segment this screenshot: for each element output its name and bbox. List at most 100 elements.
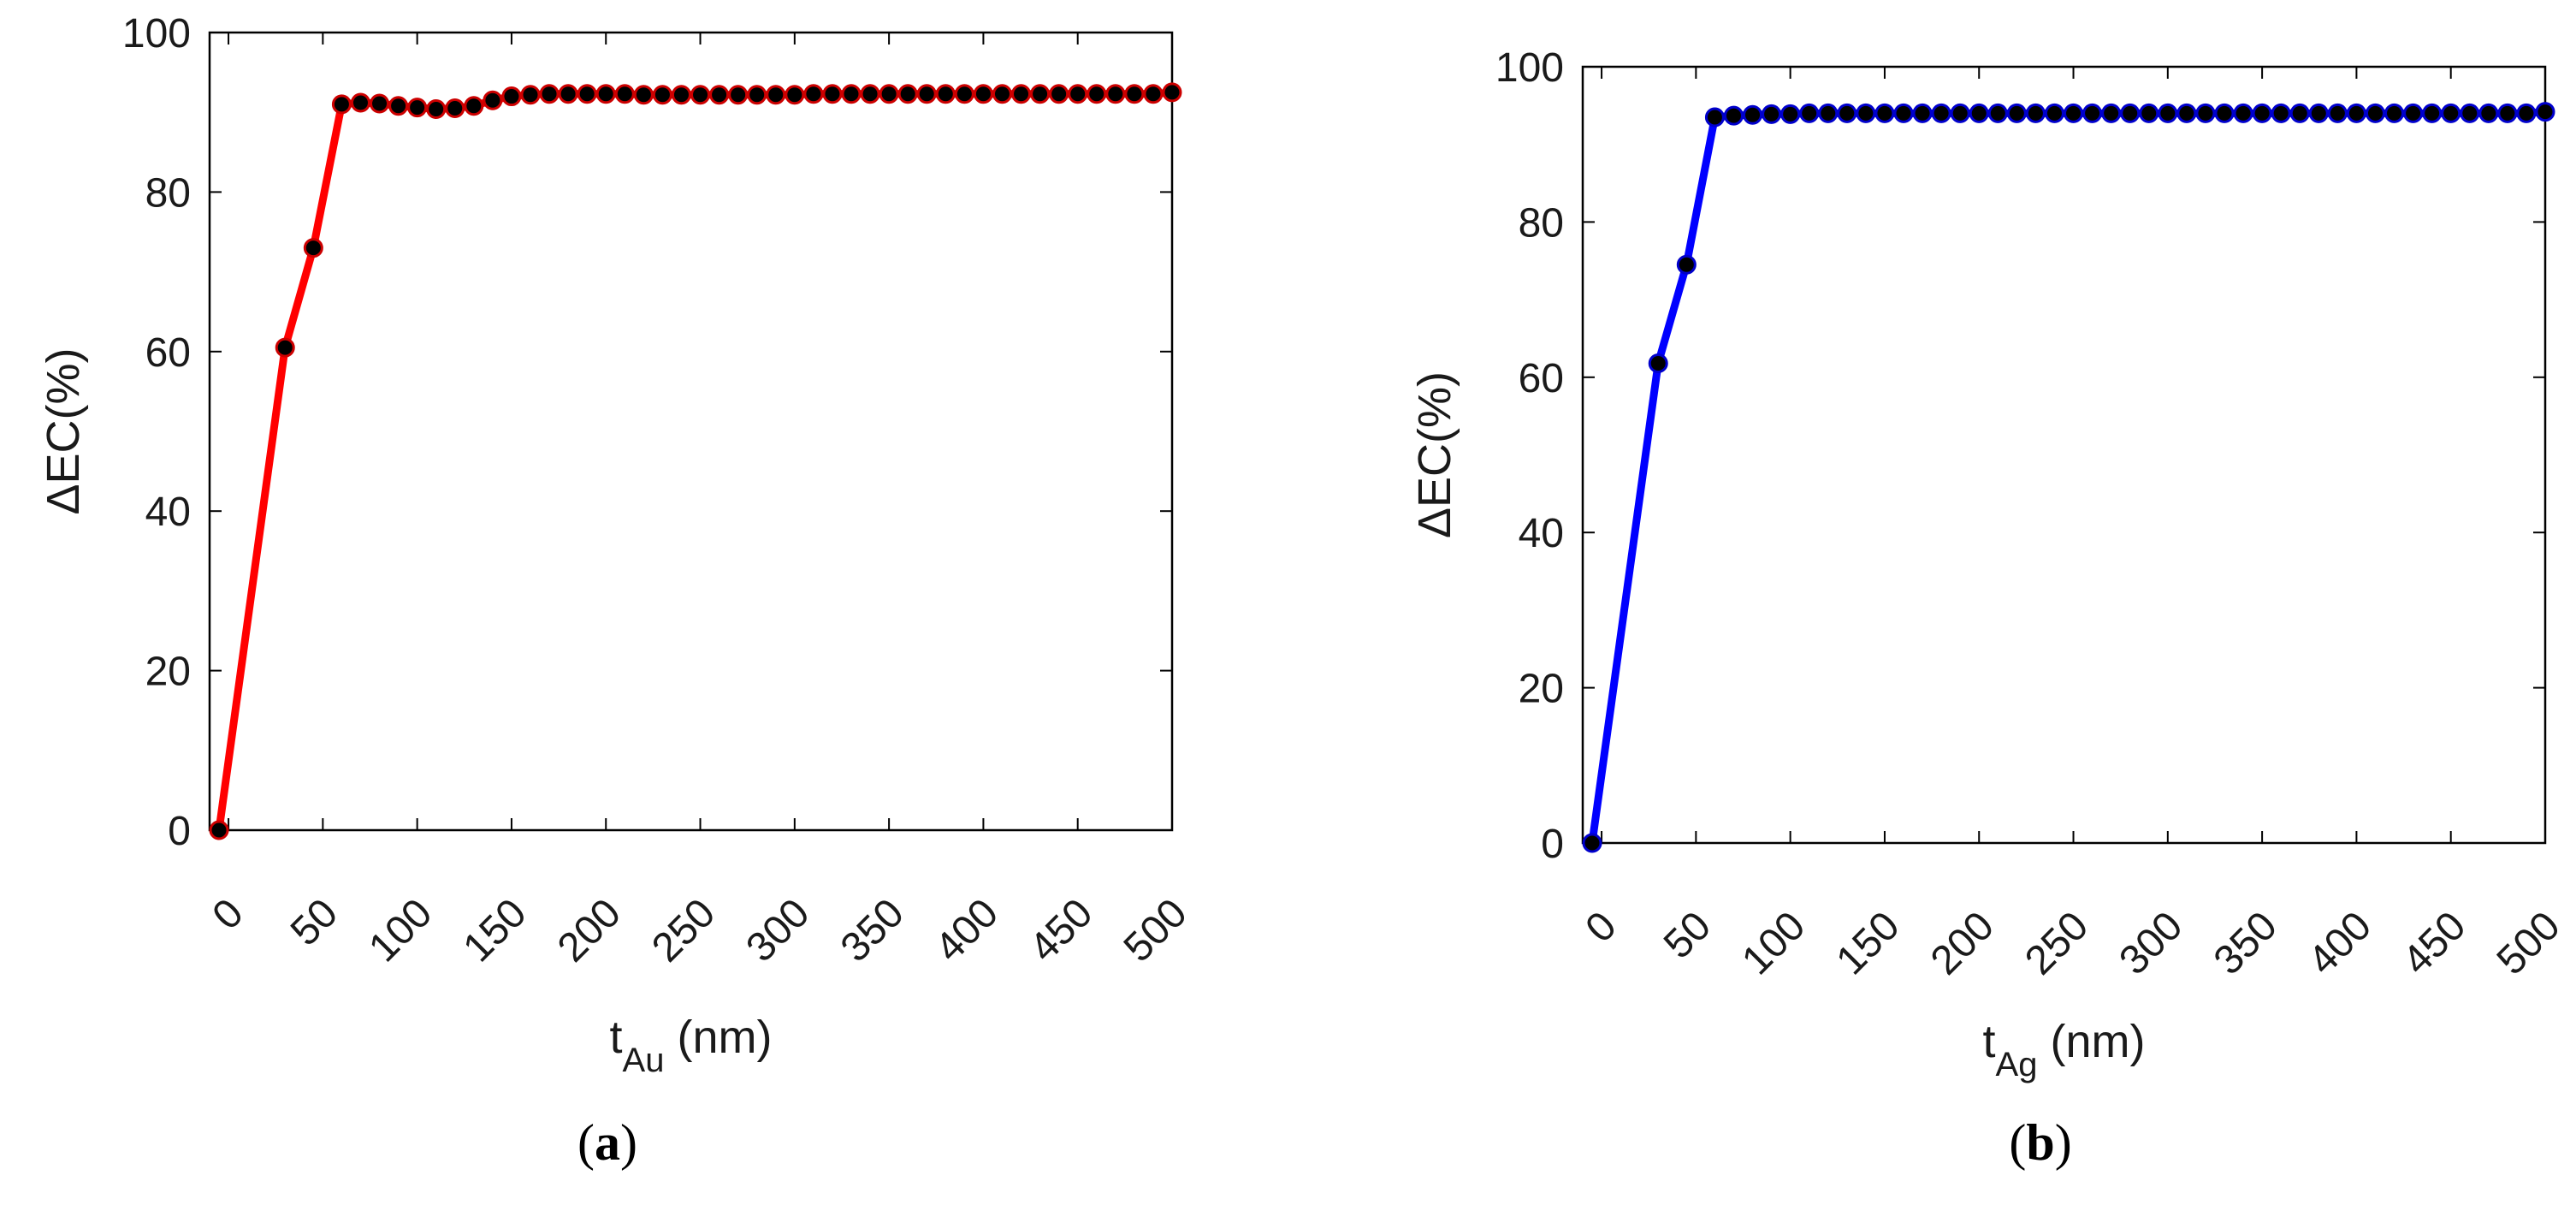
data-point [1049, 84, 1069, 104]
x-tick-label: 500 [2489, 903, 2569, 983]
data-point [2025, 103, 2046, 123]
data-point [2365, 103, 2385, 123]
x-tick-label: 500 [1116, 890, 1196, 971]
data-point [2422, 103, 2443, 123]
data-point [1030, 84, 1051, 104]
data-point [2516, 103, 2537, 123]
data-point [1762, 104, 1782, 124]
x-tick-label: 200 [1922, 903, 2003, 983]
y-tick-label: 60 [145, 330, 191, 376]
x-axis-label-main: t [610, 1012, 623, 1063]
data-point [897, 84, 918, 104]
panel-label: (a) [577, 1114, 637, 1171]
data-point [2289, 103, 2310, 123]
data-point [1143, 84, 1164, 104]
data-point [1780, 104, 1801, 124]
data-point [209, 820, 229, 840]
x-tick-label: 250 [643, 890, 724, 971]
data-point [407, 98, 428, 118]
data-point [2158, 103, 2178, 123]
y-tick-label: 40 [145, 490, 191, 535]
y-tick-label: 60 [1519, 356, 1564, 401]
data-point [595, 84, 616, 104]
y-tick-label: 20 [145, 650, 191, 695]
data-point [1856, 103, 1876, 123]
data-point [2101, 103, 2122, 123]
data-point [1087, 84, 1107, 104]
data-point [2120, 103, 2141, 123]
data-point [1068, 84, 1088, 104]
data-point [303, 238, 323, 258]
data-point [2327, 103, 2348, 123]
data-point [577, 84, 597, 104]
data-point [2195, 103, 2216, 123]
x-tick-label: 50 [1655, 903, 1720, 967]
data-point [558, 84, 578, 104]
y-tick-label: 80 [145, 170, 191, 216]
data-point [652, 85, 672, 105]
x-tick-label: 450 [2394, 903, 2474, 983]
data-point [2082, 103, 2103, 123]
data-point [614, 84, 635, 104]
x-tick-label: 0 [1577, 903, 1625, 951]
x-tick-label: 150 [1828, 903, 1909, 983]
x-tick-label: 400 [2300, 903, 2380, 983]
data-point [2064, 103, 2084, 123]
x-tick-label: 300 [737, 890, 818, 971]
y-tick-label: 100 [122, 11, 191, 56]
data-point [671, 85, 691, 105]
x-tick-label: 450 [1021, 890, 1101, 971]
data-point [2214, 103, 2235, 123]
data-point [2006, 103, 2027, 123]
data-point [1969, 103, 1989, 123]
x-tick-label: 100 [360, 890, 441, 971]
data-point [331, 94, 352, 115]
x-tick-label: 100 [1733, 903, 1814, 983]
data-point [2044, 103, 2064, 123]
data-point [483, 90, 503, 110]
data-point [785, 85, 805, 105]
data-point [1105, 84, 1126, 104]
data-point [1011, 84, 1032, 104]
x-tick-label: 250 [2016, 903, 2097, 983]
data-point [2478, 103, 2499, 123]
data-point [1676, 254, 1697, 275]
data-point [2139, 103, 2159, 123]
panel-label-open: ( [2009, 1114, 2026, 1171]
y-tick-label: 80 [1519, 200, 1564, 246]
data-point [766, 85, 786, 105]
data-point [2384, 103, 2405, 123]
data-point [2252, 103, 2272, 123]
data-point [1582, 833, 1602, 853]
data-point [803, 84, 824, 104]
data-point [954, 84, 974, 104]
data-point [2460, 103, 2480, 123]
plot-frame [208, 31, 1174, 832]
data-point [539, 84, 560, 104]
x-axis-label-unit: (nm) [2037, 1016, 2145, 1067]
data-point [879, 84, 899, 104]
x-axis-label: tAu (nm) [610, 1012, 773, 1079]
panel-label: (b) [2009, 1114, 2071, 1171]
data-point [275, 337, 295, 358]
data-point [1704, 107, 1725, 128]
data-point [350, 92, 370, 113]
data-point [2176, 103, 2197, 123]
y-tick-label: 20 [1519, 667, 1564, 712]
data-point [370, 93, 390, 114]
data-point [445, 98, 465, 119]
x-tick-label: 150 [455, 890, 536, 971]
data-point [935, 84, 956, 104]
x-tick-label: 350 [832, 890, 913, 971]
y-axis-label: ΔEC(%) [38, 347, 89, 514]
panel-label-letter: b [2026, 1114, 2054, 1171]
x-tick-label: 350 [2206, 903, 2286, 983]
data-point [464, 96, 484, 116]
data-point [1912, 103, 1933, 123]
data-point [1837, 103, 1857, 123]
x-axis-label-main: t [1983, 1016, 1996, 1067]
data-point [2441, 103, 2461, 123]
series-line [1588, 108, 2546, 844]
